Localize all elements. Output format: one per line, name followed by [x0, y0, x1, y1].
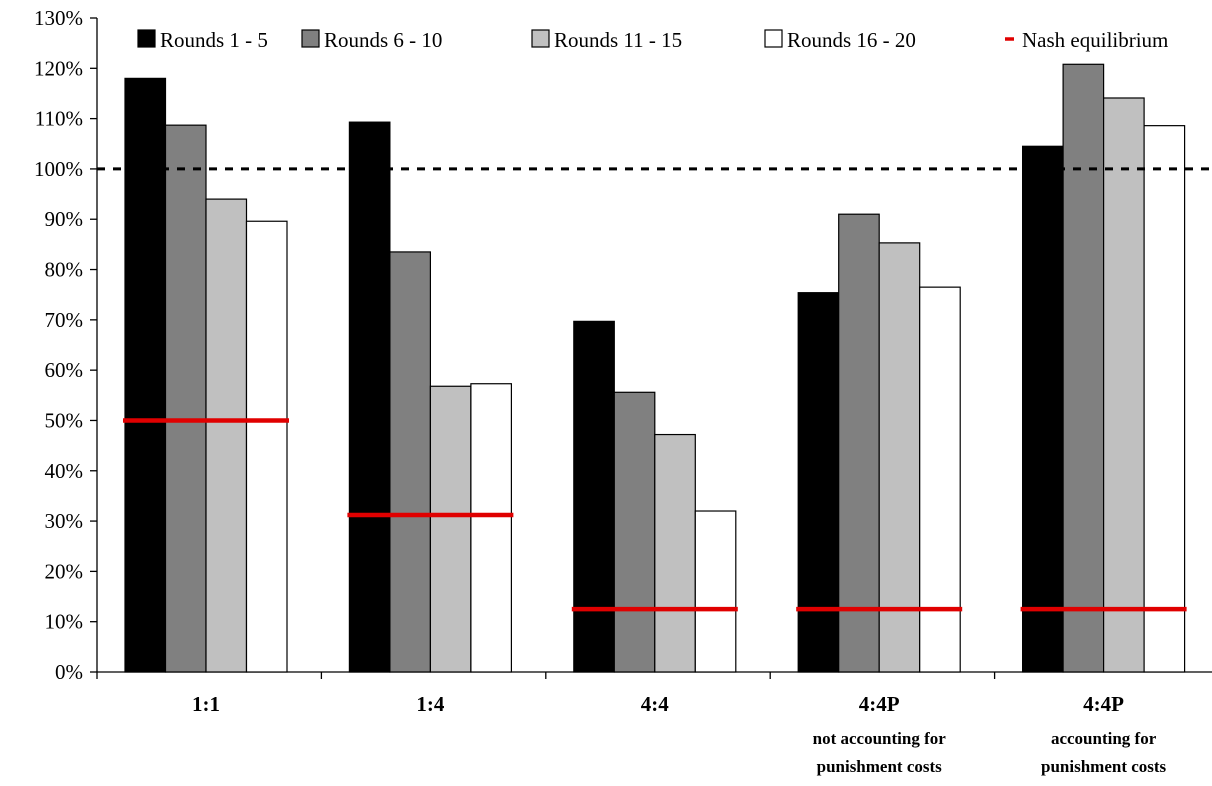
- y-tick-label: 110%: [35, 107, 83, 131]
- bar-5-series-1: [1021, 145, 1064, 673]
- bar-4-series-1: [797, 292, 840, 673]
- bar-5-series-2: [1062, 63, 1105, 673]
- bar-3-series-4: [694, 510, 737, 673]
- y-tick-label: 90%: [45, 207, 84, 231]
- bar-5-series-3: [1102, 97, 1145, 673]
- x-category-label: 4:4P: [859, 692, 900, 716]
- chart-bars: [124, 63, 1186, 673]
- x-category-sublabel: punishment costs: [1041, 757, 1167, 776]
- bar-4-series-4: [919, 286, 961, 673]
- bar-1-series-4: [245, 220, 288, 673]
- y-tick-label: 80%: [45, 258, 84, 282]
- y-tick-label: 100%: [34, 157, 83, 181]
- bar-3-series-2: [613, 391, 656, 673]
- legend-swatch-3: [531, 29, 550, 48]
- x-axis-labels: 1:1 1:4 4:4 4:4P not accounting for punishmen…: [192, 692, 1167, 776]
- legend-swatch-1: [137, 29, 156, 48]
- x-category-sublabel: accounting for: [1051, 729, 1157, 748]
- y-tick-label: 120%: [34, 56, 83, 80]
- x-category-label: 1:1: [192, 692, 220, 716]
- bar-3-series-3: [654, 433, 696, 673]
- y-tick-label: 40%: [45, 459, 84, 483]
- legend: Rounds 1 - 5 Rounds 6 - 10 Rounds 11 - 15 R…: [137, 28, 1168, 52]
- bar-2-series-3: [429, 385, 472, 673]
- x-category-label: 4:4P: [1083, 692, 1124, 716]
- y-tick-label: 30%: [45, 509, 84, 533]
- y-tick-label: 20%: [45, 559, 84, 583]
- bar-1-series-3: [205, 198, 248, 673]
- chart-axes: 0% 10% 20% 30% 40% 50% 60% 70% 80% 90% 100% 110% 120…: [34, 6, 1212, 684]
- y-tick-label: 130%: [34, 6, 83, 30]
- x-category-label: 4:4: [641, 692, 669, 716]
- x-category-sublabel: punishment costs: [817, 757, 943, 776]
- y-tick-label: 0%: [55, 660, 83, 684]
- y-tick-label: 70%: [45, 308, 84, 332]
- legend-swatch-4: [764, 29, 783, 48]
- bar-2-series-1: [348, 121, 391, 673]
- bar-4-series-3: [878, 242, 921, 673]
- bar-1-series-1: [124, 77, 167, 673]
- legend-swatch-2: [301, 29, 320, 48]
- bar-4-series-2: [838, 213, 880, 673]
- y-tick-label: 60%: [45, 358, 84, 382]
- legend-label-4: Rounds 16 - 20: [787, 28, 916, 52]
- legend-label-1: Rounds 1 - 5: [160, 28, 268, 52]
- bar-2-series-4: [470, 383, 512, 673]
- legend-label-nash: Nash equilibrium: [1022, 28, 1168, 52]
- legend-label-3: Rounds 11 - 15: [554, 28, 682, 52]
- bar-3-series-1: [573, 320, 615, 673]
- legend-label-2: Rounds 6 - 10: [324, 28, 442, 52]
- y-tick-label: 10%: [45, 610, 84, 634]
- x-category-sublabel: not accounting for: [813, 729, 947, 748]
- nash-lines: [123, 418, 1187, 612]
- bar-5-series-4: [1143, 125, 1186, 673]
- y-tick-label: 50%: [45, 408, 84, 432]
- bar-2-series-2: [389, 251, 431, 673]
- bar-1-series-2: [164, 124, 207, 673]
- x-category-label: 1:4: [416, 692, 444, 716]
